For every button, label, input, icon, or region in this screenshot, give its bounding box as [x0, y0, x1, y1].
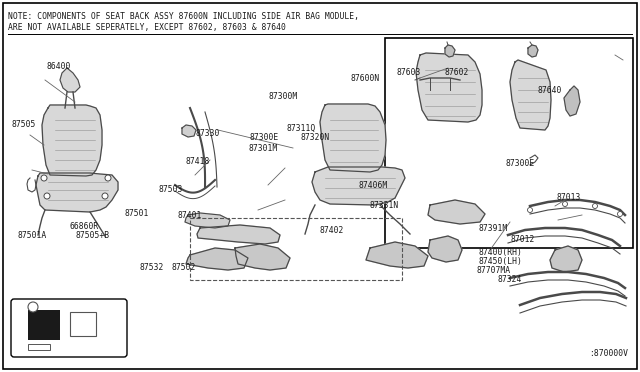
Text: 87640: 87640 [538, 86, 562, 94]
Text: 87300E: 87300E [250, 133, 279, 142]
Text: 87402: 87402 [320, 226, 344, 235]
Polygon shape [445, 45, 455, 57]
Circle shape [563, 202, 568, 206]
Text: ARE NOT AVAILABLE SEPERATELY, EXCEPT 87602, 87603 & 87640: ARE NOT AVAILABLE SEPERATELY, EXCEPT 876… [8, 23, 286, 32]
Text: NOTE: COMPONENTS OF SEAT BACK ASSY 87600N INCLUDING SIDE AIR BAG MODULE,: NOTE: COMPONENTS OF SEAT BACK ASSY 87600… [8, 12, 359, 21]
Text: 87418: 87418 [186, 157, 210, 166]
Text: 87600N: 87600N [351, 74, 380, 83]
Text: 87501A: 87501A [18, 231, 47, 240]
Text: 87300M: 87300M [269, 92, 298, 101]
Text: 87391M: 87391M [479, 224, 508, 233]
Polygon shape [510, 60, 551, 130]
Polygon shape [312, 167, 405, 205]
Circle shape [593, 203, 598, 208]
Polygon shape [60, 68, 80, 92]
Text: 87505+B: 87505+B [76, 231, 109, 240]
Circle shape [102, 193, 108, 199]
Polygon shape [42, 105, 102, 176]
Polygon shape [428, 200, 485, 224]
Circle shape [41, 175, 47, 181]
Polygon shape [428, 236, 462, 262]
Polygon shape [36, 173, 118, 212]
Polygon shape [185, 213, 230, 228]
Polygon shape [528, 45, 538, 57]
Text: 87324: 87324 [498, 275, 522, 284]
Text: 87532: 87532 [140, 263, 164, 272]
Text: 87503: 87503 [159, 185, 183, 194]
Text: 86400: 86400 [46, 62, 70, 71]
Bar [70, 312, 96, 336]
Bar [190, 218, 402, 280]
Polygon shape [366, 242, 428, 268]
Text: 87012: 87012 [511, 235, 535, 244]
Text: 87330: 87330 [195, 129, 220, 138]
Text: 87505: 87505 [12, 120, 36, 129]
Text: 87603: 87603 [397, 68, 421, 77]
Text: 87013: 87013 [557, 193, 581, 202]
Text: 87401: 87401 [178, 211, 202, 220]
Text: 87301M: 87301M [248, 144, 278, 153]
Polygon shape [416, 53, 482, 122]
Bar [28, 344, 50, 350]
FancyBboxPatch shape [11, 299, 127, 357]
Text: 87450(LH): 87450(LH) [479, 257, 523, 266]
Text: 66860R: 66860R [69, 222, 99, 231]
Circle shape [527, 208, 532, 212]
Bar [28, 310, 60, 340]
Polygon shape [186, 248, 248, 270]
Text: 87602: 87602 [445, 68, 469, 77]
Text: 87320N: 87320N [301, 133, 330, 142]
Text: 87707MA: 87707MA [477, 266, 511, 275]
Text: 87300E: 87300E [506, 159, 535, 168]
Polygon shape [197, 225, 280, 244]
Text: 87331N: 87331N [370, 201, 399, 210]
Text: 87501: 87501 [125, 209, 149, 218]
Text: 87502: 87502 [172, 263, 196, 272]
Text: 87406M: 87406M [358, 181, 388, 190]
Polygon shape [564, 86, 580, 116]
Polygon shape [182, 125, 196, 137]
Polygon shape [320, 104, 386, 172]
Circle shape [44, 193, 50, 199]
Text: 87400(RH): 87400(RH) [479, 248, 523, 257]
Text: :870000V: :870000V [589, 349, 628, 358]
Polygon shape [235, 244, 290, 270]
Text: 87311Q: 87311Q [287, 124, 316, 133]
Polygon shape [550, 246, 582, 272]
Circle shape [105, 175, 111, 181]
Circle shape [28, 302, 38, 312]
Circle shape [618, 212, 623, 217]
Bar [385, 38, 633, 248]
